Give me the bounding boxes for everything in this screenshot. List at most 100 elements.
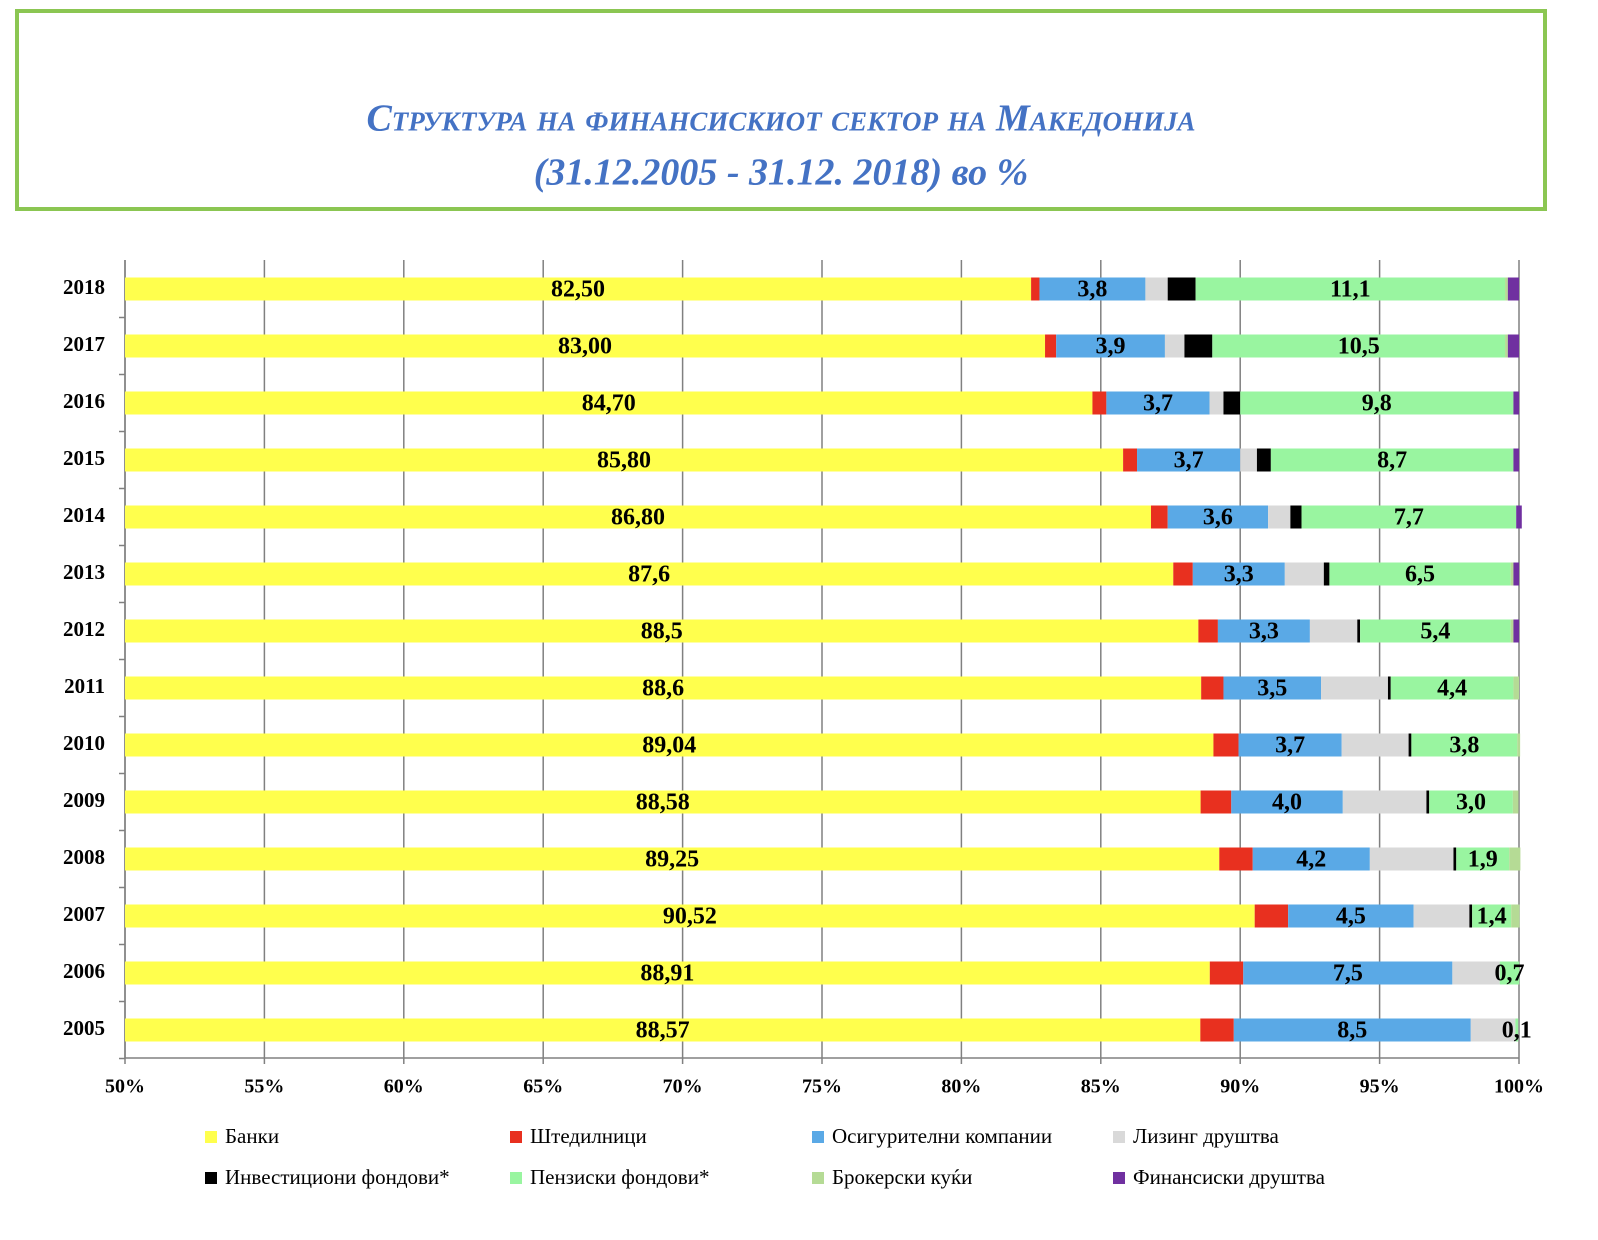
- bar-segment: [1513, 448, 1519, 472]
- bar-segment: [1173, 562, 1193, 586]
- bar-segment: [1167, 277, 1196, 301]
- bar-segment: [1323, 562, 1330, 586]
- bar-segment: [1252, 847, 1370, 871]
- legend-swatch: [205, 1172, 217, 1184]
- legend-swatch: [510, 1131, 522, 1143]
- data-label: 9,8: [1362, 391, 1392, 417]
- y-tick-label: 2017: [63, 332, 105, 356]
- x-tick-label: 90%: [1220, 1076, 1260, 1098]
- x-tick-label: 50%: [105, 1076, 145, 1098]
- bar-segment: [1452, 961, 1500, 985]
- x-tick-label: 95%: [1360, 1076, 1400, 1098]
- bar-segment: [1217, 619, 1310, 643]
- legend-swatch: [205, 1131, 217, 1143]
- bar-segment: [125, 733, 1214, 757]
- bar-segment: [1195, 277, 1506, 301]
- data-label: 89,25: [645, 847, 699, 873]
- y-tick-label: 2018: [63, 275, 105, 299]
- data-label: 3,7: [1143, 391, 1173, 417]
- bar-segment: [1470, 1018, 1516, 1042]
- bar-segment: [1092, 391, 1107, 415]
- bar-segment: [1515, 1018, 1519, 1042]
- data-label: 3,5: [1257, 676, 1287, 702]
- bar-segment: [1212, 334, 1506, 358]
- bar-segment: [1511, 904, 1520, 928]
- bar-segment: [1453, 847, 1457, 871]
- data-label: 86,80: [611, 505, 665, 531]
- bar-segment: [1329, 562, 1511, 586]
- bar-segment: [1290, 505, 1302, 529]
- y-tick-label: 2012: [63, 617, 105, 641]
- bar-segment: [125, 562, 1174, 586]
- bar-segment: [1288, 904, 1414, 928]
- x-tick-label: 80%: [941, 1076, 981, 1098]
- data-label: 88,6: [642, 676, 684, 702]
- bar-segment: [1507, 277, 1519, 301]
- x-tick-label: 70%: [663, 1076, 703, 1098]
- bar-segment: [125, 619, 1199, 643]
- bar-segment: [1387, 676, 1391, 700]
- data-label: 84,70: [582, 391, 636, 417]
- bar-segment: [1231, 790, 1343, 814]
- x-tick-label: 100%: [1494, 1076, 1544, 1098]
- data-label: 89,04: [642, 733, 696, 759]
- bar-segment: [1341, 733, 1409, 757]
- bar-segment: [1223, 676, 1322, 700]
- bar-segment: [1219, 847, 1253, 871]
- bar-segment: [1145, 277, 1168, 301]
- y-tick-label: 2008: [63, 845, 105, 869]
- bar-segment: [1456, 847, 1510, 871]
- legend-swatch: [812, 1131, 824, 1143]
- bar-segment: [1238, 733, 1342, 757]
- bar-segment: [125, 790, 1201, 814]
- bar-segment: [1167, 505, 1269, 529]
- bar-segment: [1513, 676, 1519, 700]
- data-label: 4,4: [1437, 676, 1467, 702]
- bar-segment: [1223, 391, 1241, 415]
- legend-label: Инвестициони фондови*: [225, 1165, 450, 1189]
- data-label: 88,5: [641, 619, 683, 645]
- bar-segment: [1505, 277, 1508, 301]
- bar-segment: [1243, 961, 1453, 985]
- bar-segment: [1268, 505, 1291, 529]
- data-label: 83,00: [558, 334, 612, 360]
- data-label: 7,7: [1394, 505, 1424, 531]
- bar-segment: [1209, 961, 1244, 985]
- bar-segment: [125, 391, 1093, 415]
- bar-segment: [1509, 847, 1521, 871]
- data-label: 11,1: [1330, 277, 1371, 303]
- data-label: 3,3: [1249, 619, 1279, 645]
- bar-segment: [1256, 448, 1271, 472]
- data-label: 3,9: [1096, 334, 1126, 360]
- x-tick-label: 65%: [523, 1076, 563, 1098]
- bar-segment: [1369, 847, 1454, 871]
- bar-segment: [125, 277, 1032, 301]
- x-tick-label: 75%: [802, 1076, 842, 1098]
- bar-segment: [1213, 733, 1239, 757]
- bar-segment: [1321, 676, 1388, 700]
- x-tick-label: 60%: [384, 1076, 424, 1098]
- y-tick-label: 2013: [63, 560, 105, 584]
- legend-label: Финансиски друштва: [1133, 1165, 1326, 1189]
- bar-segment: [1390, 676, 1514, 700]
- bar-segment: [1270, 448, 1514, 472]
- bar-segment: [1408, 733, 1412, 757]
- bar-segment: [1240, 391, 1514, 415]
- y-tick-label: 2010: [63, 731, 105, 755]
- bar-segment: [1039, 277, 1146, 301]
- data-label: 1,4: [1477, 904, 1507, 930]
- bar-segment: [1056, 334, 1165, 358]
- bar-segment: [125, 847, 1220, 871]
- bar-segment: [1507, 334, 1519, 358]
- data-label: 8,5: [1337, 1018, 1367, 1044]
- bar-segment: [1200, 1018, 1234, 1042]
- y-tick-label: 2005: [63, 1016, 105, 1040]
- bar-segment: [1429, 790, 1513, 814]
- data-label: 3,6: [1203, 505, 1233, 531]
- bar-segment: [1240, 448, 1257, 472]
- data-label: 3,7: [1275, 733, 1305, 759]
- x-tick-label: 85%: [1081, 1076, 1121, 1098]
- y-tick-label: 2009: [63, 788, 105, 812]
- bar-segment: [1233, 1018, 1471, 1042]
